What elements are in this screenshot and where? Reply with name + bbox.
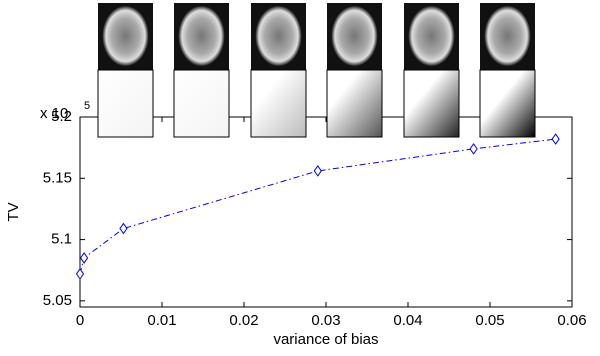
y-tick-label: 5.1 <box>51 231 72 248</box>
x-tick-label: 0.02 <box>229 312 258 329</box>
x-axis-label: variance of bias <box>273 331 378 348</box>
y-exponent: 5 <box>84 100 90 112</box>
chart: 00.010.020.030.040.050.065.055.15.155.2 … <box>0 0 600 356</box>
y-axis-label: TV <box>5 202 22 221</box>
thumb <box>327 3 382 137</box>
thumb <box>480 3 535 137</box>
y-tick-label: 5.15 <box>43 169 72 186</box>
data-line <box>80 139 556 274</box>
x-tick-label: 0.05 <box>475 312 504 329</box>
data-point <box>552 134 559 144</box>
y-multiplier: x 10 <box>40 105 68 122</box>
thumb <box>174 3 229 137</box>
thumb <box>98 3 153 137</box>
data-point <box>120 224 127 234</box>
x-tick-label: 0.03 <box>311 312 340 329</box>
x-tick-label: 0.04 <box>393 312 422 329</box>
thumb <box>404 3 459 137</box>
x-tick-label: 0.06 <box>557 312 586 329</box>
x-tick-label: 0 <box>76 312 84 329</box>
x-tick-label: 0.01 <box>147 312 176 329</box>
data-point <box>470 144 477 154</box>
thumb <box>251 3 306 137</box>
data-point <box>81 253 88 263</box>
page: {"chart_data": {"type": "line", "x_label… <box>0 0 600 356</box>
data-point <box>77 269 84 279</box>
data-point <box>314 166 321 176</box>
y-tick-label: 5.05 <box>43 292 72 309</box>
